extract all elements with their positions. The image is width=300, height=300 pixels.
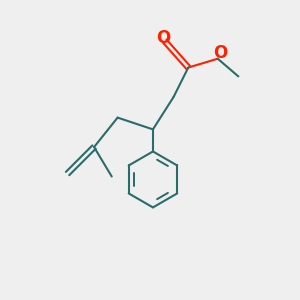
Text: O: O (156, 28, 170, 46)
Text: O: O (213, 44, 227, 62)
